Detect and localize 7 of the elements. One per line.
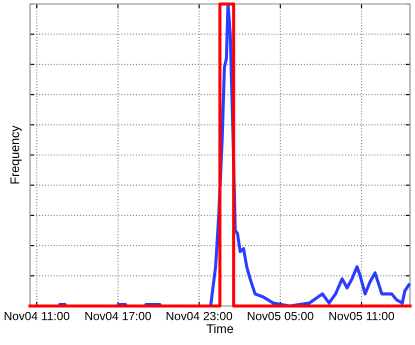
x-tick-label: Nov05 11:00 — [329, 312, 394, 320]
x-axis-title: Time — [206, 324, 234, 334]
y-axis-title: Frequency — [10, 125, 22, 184]
x-tick-label: Nov04 11:00 — [4, 312, 70, 320]
x-tick-label: Nov05 05:00 — [248, 312, 314, 320]
x-tick-label: Nov04 17:00 — [85, 312, 151, 320]
x-tick-label: Nov04 23:00 — [166, 312, 232, 320]
